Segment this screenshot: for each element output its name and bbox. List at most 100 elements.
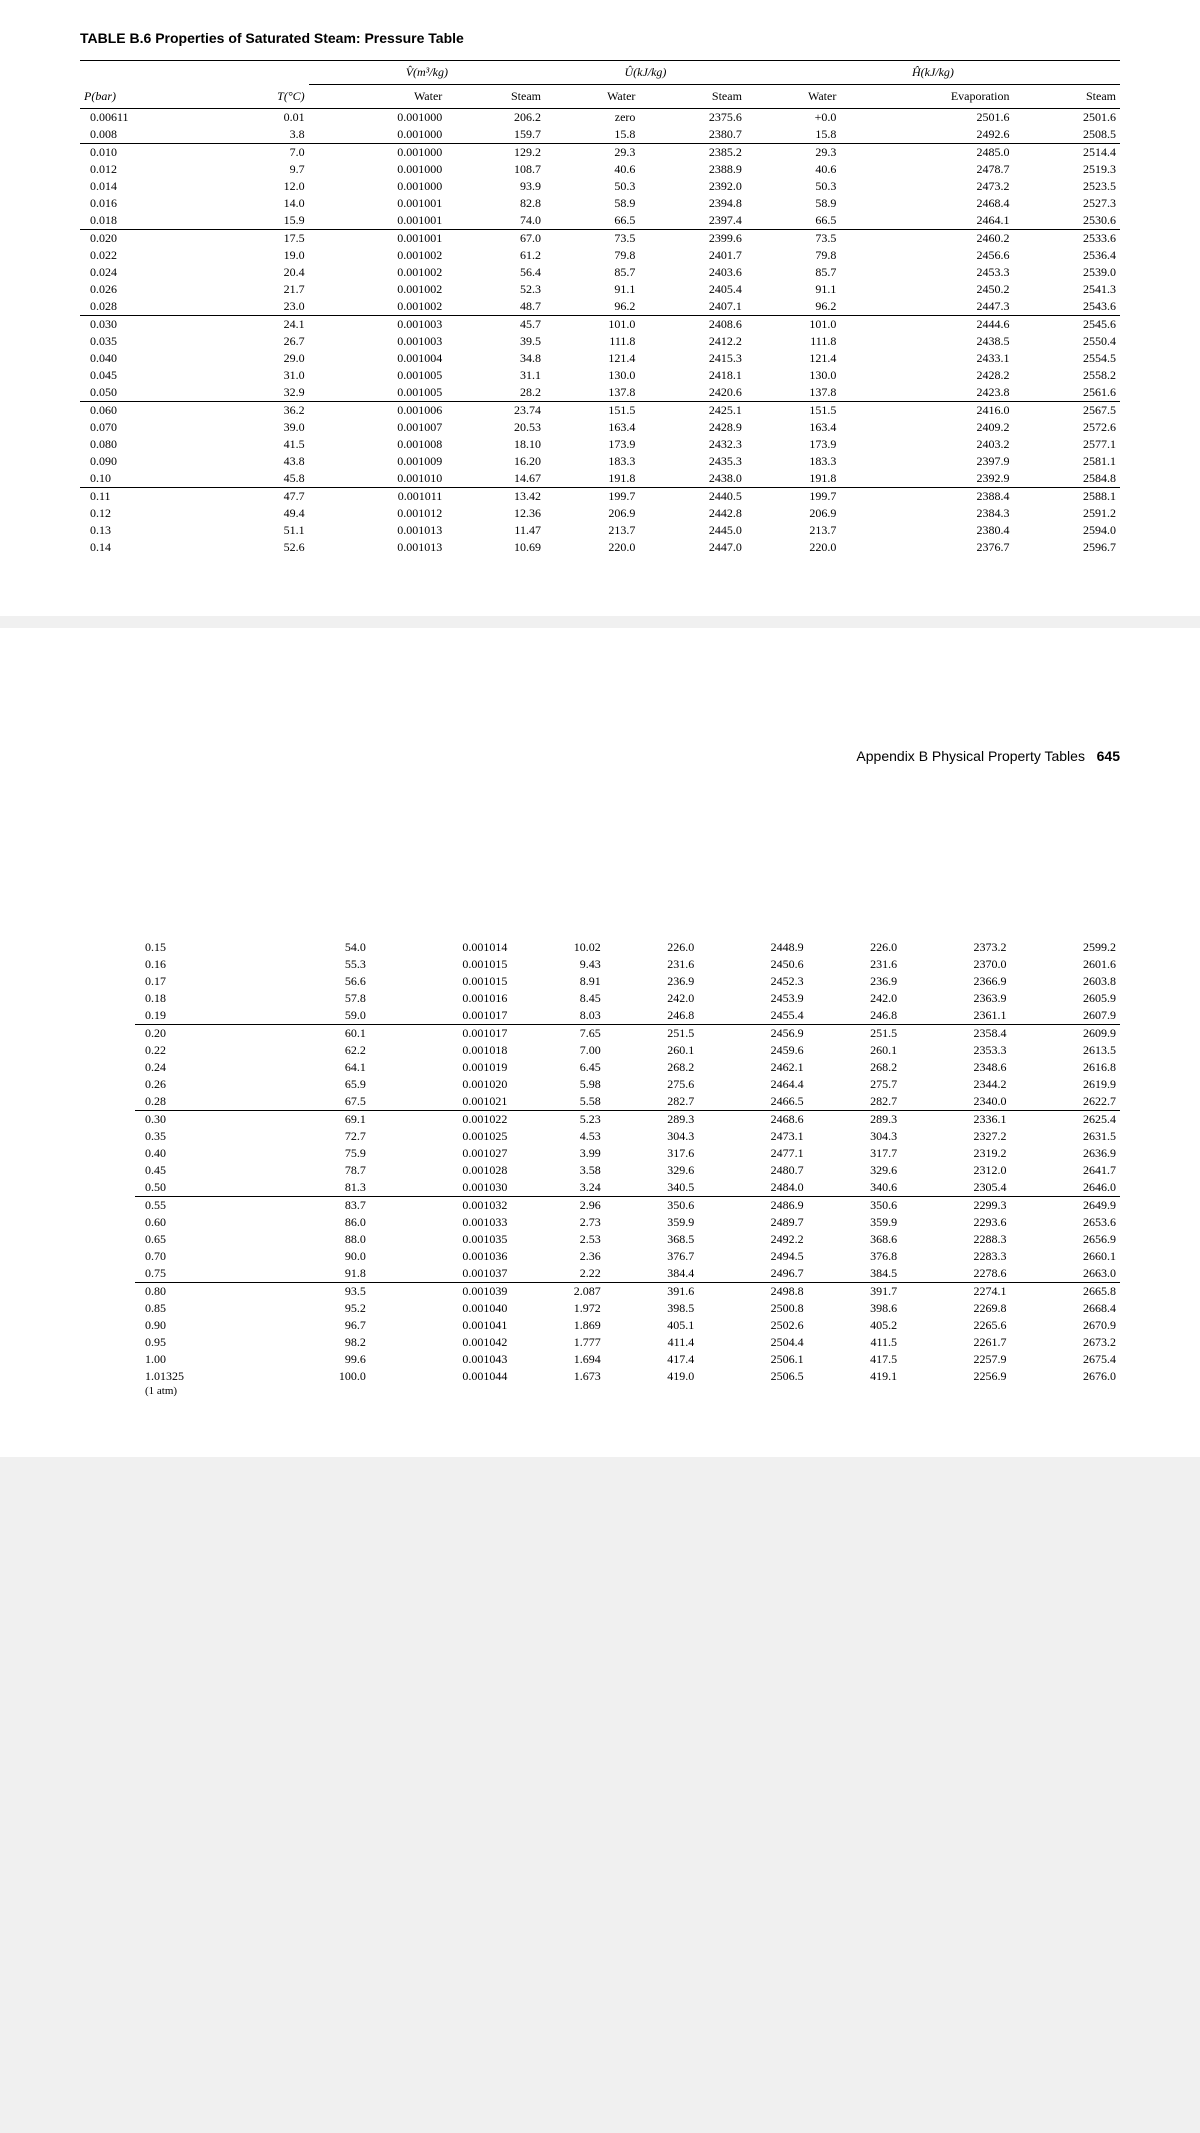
cell: 0.001012 (309, 505, 447, 522)
cell: 0.00611 (80, 109, 217, 127)
cell: 2561.6 (1013, 384, 1120, 402)
cell: 67.0 (446, 230, 545, 248)
cell: 246.8 (808, 1007, 901, 1025)
cell: 391.6 (605, 1283, 698, 1301)
group-header-row: V̂(m³/kg) Û(kJ/kg) Ĥ(kJ/kg) (80, 61, 1120, 85)
cell: 419.0 (605, 1368, 698, 1385)
cell: 2299.3 (901, 1197, 1010, 1215)
cell: 2456.9 (698, 1025, 807, 1043)
cell: 0.22 (135, 1042, 276, 1059)
page-2: Appendix B Physical Property Tables 645 … (0, 628, 1200, 1457)
cell: 0.050 (80, 384, 217, 402)
cell: 2293.6 (901, 1214, 1010, 1231)
cell: 0.040 (80, 350, 217, 367)
table-row: 0.02219.00.00100261.279.82401.779.82456.… (80, 247, 1120, 264)
cell: 2486.9 (698, 1197, 807, 1215)
table-row: 0.0083.80.001000159.715.82380.715.82492.… (80, 126, 1120, 144)
cell: 2447.0 (639, 539, 745, 556)
cell: 199.7 (746, 488, 840, 506)
table-row: 0.7090.00.0010362.36376.72494.5376.82283… (135, 1248, 1120, 1265)
cell: 0.001032 (370, 1197, 511, 1215)
cell: 2616.8 (1011, 1059, 1121, 1076)
cell: 79.8 (746, 247, 840, 264)
cell: 2450.2 (840, 281, 1013, 298)
cell: 2283.3 (901, 1248, 1010, 1265)
cell: 96.2 (746, 298, 840, 316)
cell: 0.18 (135, 990, 276, 1007)
cell: 3.8 (217, 126, 309, 144)
cell: 2353.3 (901, 1042, 1010, 1059)
cell: 0.018 (80, 212, 217, 230)
cell: 0.70 (135, 1248, 276, 1265)
col-header: T(°C) (217, 85, 309, 109)
cell: 0.001004 (309, 350, 447, 367)
cell: 2447.3 (840, 298, 1013, 316)
cell: 2656.9 (1011, 1231, 1121, 1248)
cell: 2366.9 (901, 973, 1010, 990)
cell: 411.5 (808, 1334, 901, 1351)
cell: 45.7 (446, 316, 545, 334)
col-header: Water (309, 85, 447, 109)
group-h: Ĥ(kJ/kg) (746, 61, 1120, 85)
cell: 85.7 (545, 264, 639, 281)
cell: 88.0 (276, 1231, 369, 1248)
cell: 0.001028 (370, 1162, 511, 1179)
cell: 2455.4 (698, 1007, 807, 1025)
cell: 2485.0 (840, 144, 1013, 162)
cell: 242.0 (605, 990, 698, 1007)
cell: 0.001003 (309, 333, 447, 350)
cell: 2466.5 (698, 1093, 807, 1111)
cell: 121.4 (746, 350, 840, 367)
cell: 0.001017 (370, 1007, 511, 1025)
cell: 2613.5 (1011, 1042, 1121, 1059)
cell: 130.0 (746, 367, 840, 384)
cell: 2376.7 (840, 539, 1013, 556)
cell: 5.98 (511, 1076, 604, 1093)
col-header: Water (545, 85, 639, 109)
cell: 8.03 (511, 1007, 604, 1025)
cell: 1.869 (511, 1317, 604, 1334)
cell: 69.1 (276, 1111, 369, 1129)
cell: 0.001039 (370, 1283, 511, 1301)
table-row: 0.03526.70.00100339.5111.82412.2111.8243… (80, 333, 1120, 350)
cell: 95.2 (276, 1300, 369, 1317)
cell: 2418.1 (639, 367, 745, 384)
cell: 0.001000 (309, 126, 447, 144)
cell: 289.3 (605, 1111, 698, 1129)
cell: 2257.9 (901, 1351, 1010, 1368)
cell: 23.0 (217, 298, 309, 316)
cell: 0.35 (135, 1128, 276, 1145)
cell: 100.0 (276, 1368, 369, 1385)
cell: 2673.2 (1011, 1334, 1121, 1351)
cell: 2435.3 (639, 453, 745, 470)
cell: 15.9 (217, 212, 309, 230)
cell: 2462.1 (698, 1059, 807, 1076)
cell: 246.8 (605, 1007, 698, 1025)
cell: 359.9 (808, 1214, 901, 1231)
cell: 0.001002 (309, 298, 447, 316)
cell: 0.001015 (370, 973, 511, 990)
cell: 90.0 (276, 1248, 369, 1265)
cell: 0.030 (80, 316, 217, 334)
table-row: 0.1249.40.00101212.36206.92442.8206.9238… (80, 505, 1120, 522)
cell: 0.40 (135, 1145, 276, 1162)
cell: 282.7 (808, 1093, 901, 1111)
cell: 13.42 (446, 488, 545, 506)
cell: 11.47 (446, 522, 545, 539)
cell: 2403.2 (840, 436, 1013, 453)
table-row: 0.01815.90.00100174.066.52397.466.52464.… (80, 212, 1120, 230)
cell: 2676.0 (1011, 1368, 1121, 1385)
col-header: Steam (446, 85, 545, 109)
cell: 0.001025 (370, 1128, 511, 1145)
cell: 2.36 (511, 1248, 604, 1265)
cell: 2412.2 (639, 333, 745, 350)
cell: 2423.8 (840, 384, 1013, 402)
table-row: 0.01412.00.00100093.950.32392.050.32473.… (80, 178, 1120, 195)
cell: 5.23 (511, 1111, 604, 1129)
cell: 0.001018 (370, 1042, 511, 1059)
cell: 20.4 (217, 264, 309, 281)
cell: 65.9 (276, 1076, 369, 1093)
table-row: 0.01614.00.00100182.858.92394.858.92468.… (80, 195, 1120, 212)
cell: 93.9 (446, 178, 545, 195)
cell: 0.90 (135, 1317, 276, 1334)
